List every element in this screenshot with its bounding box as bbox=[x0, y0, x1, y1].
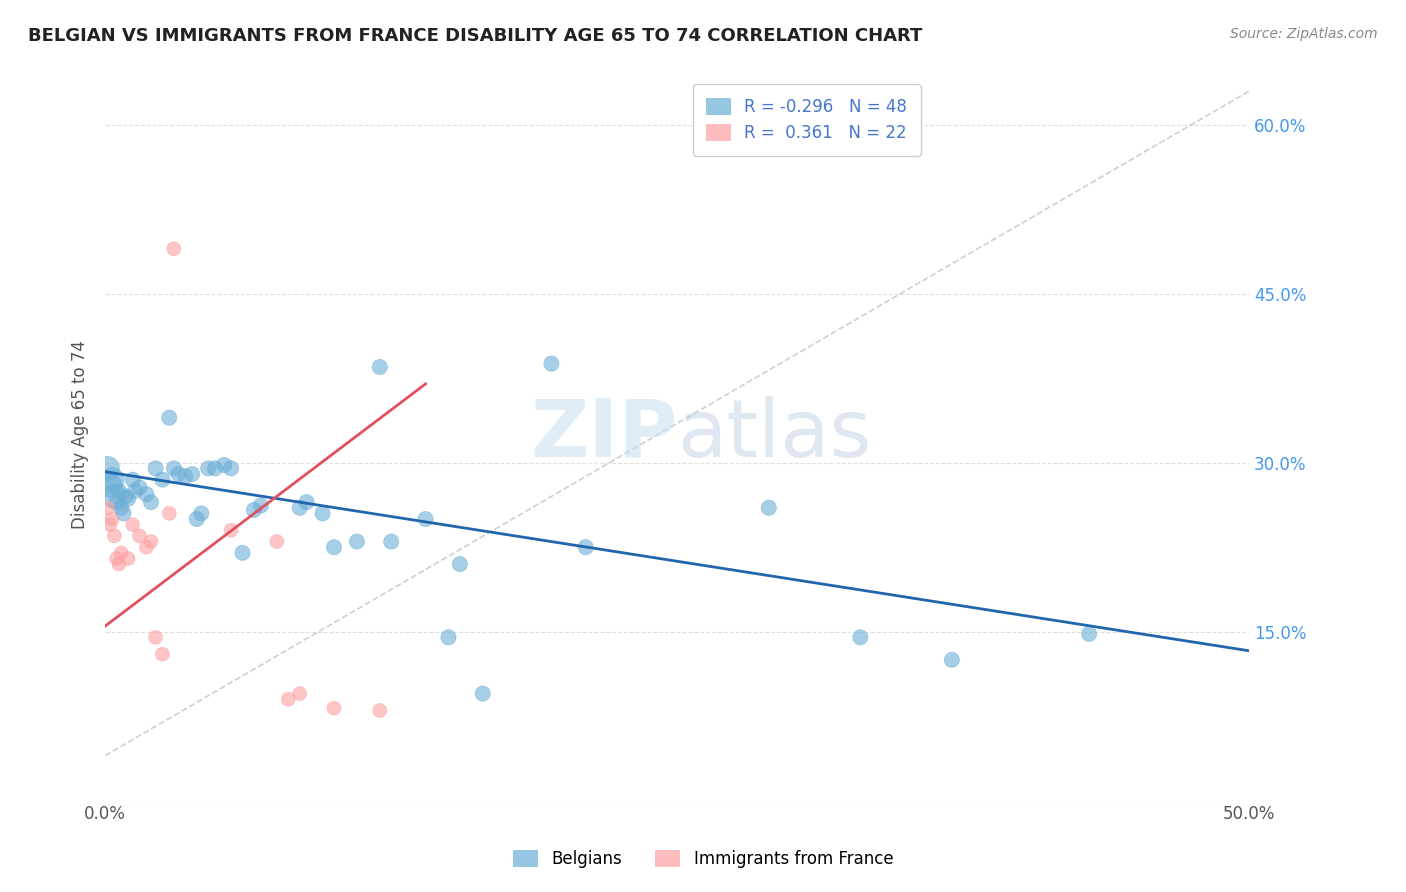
Point bbox=[231, 546, 253, 560]
Point bbox=[121, 473, 143, 487]
Point bbox=[167, 467, 190, 481]
Point bbox=[108, 557, 131, 571]
Point bbox=[204, 461, 226, 475]
Point bbox=[145, 461, 167, 475]
Point bbox=[1078, 627, 1101, 641]
Point bbox=[295, 495, 318, 509]
Point bbox=[311, 507, 333, 521]
Point bbox=[219, 461, 242, 475]
Point bbox=[135, 487, 157, 501]
Point bbox=[105, 551, 128, 566]
Point bbox=[471, 687, 494, 701]
Point bbox=[437, 630, 460, 644]
Point bbox=[941, 653, 963, 667]
Point bbox=[415, 512, 437, 526]
Point bbox=[163, 242, 186, 256]
Point bbox=[323, 701, 346, 715]
Point bbox=[575, 540, 598, 554]
Point bbox=[110, 546, 132, 560]
Point bbox=[249, 499, 271, 513]
Point bbox=[117, 551, 139, 566]
Point bbox=[288, 500, 311, 515]
Point bbox=[219, 524, 242, 538]
Point bbox=[288, 687, 311, 701]
Point bbox=[197, 461, 219, 475]
Legend: Belgians, Immigrants from France: Belgians, Immigrants from France bbox=[506, 843, 900, 875]
Point bbox=[117, 491, 139, 506]
Point bbox=[139, 534, 162, 549]
Point bbox=[128, 481, 150, 495]
Text: Source: ZipAtlas.com: Source: ZipAtlas.com bbox=[1230, 27, 1378, 41]
Point bbox=[190, 507, 212, 521]
Point bbox=[346, 534, 368, 549]
Point bbox=[449, 557, 471, 571]
Point bbox=[157, 410, 180, 425]
Point bbox=[135, 540, 157, 554]
Point bbox=[139, 495, 162, 509]
Point bbox=[103, 529, 125, 543]
Point bbox=[96, 461, 118, 475]
Point bbox=[849, 630, 872, 644]
Point bbox=[277, 692, 299, 706]
Point bbox=[181, 467, 204, 481]
Point bbox=[157, 507, 180, 521]
Point bbox=[110, 500, 132, 515]
Point bbox=[758, 500, 780, 515]
Point bbox=[266, 534, 288, 549]
Point bbox=[243, 503, 266, 517]
Point bbox=[368, 704, 391, 718]
Point bbox=[112, 507, 135, 521]
Point bbox=[128, 529, 150, 543]
Point bbox=[174, 469, 197, 483]
Point bbox=[108, 483, 131, 498]
Text: atlas: atlas bbox=[678, 395, 872, 474]
Point bbox=[96, 500, 118, 515]
Point bbox=[124, 483, 146, 498]
Point bbox=[186, 512, 208, 526]
Point bbox=[145, 630, 167, 644]
Point bbox=[105, 495, 128, 509]
Point bbox=[212, 458, 235, 472]
Point bbox=[121, 517, 143, 532]
Text: BELGIAN VS IMMIGRANTS FROM FRANCE DISABILITY AGE 65 TO 74 CORRELATION CHART: BELGIAN VS IMMIGRANTS FROM FRANCE DISABI… bbox=[28, 27, 922, 45]
Legend: R = -0.296   N = 48, R =  0.361   N = 22: R = -0.296 N = 48, R = 0.361 N = 22 bbox=[693, 84, 921, 155]
Y-axis label: Disability Age 65 to 74: Disability Age 65 to 74 bbox=[72, 340, 89, 529]
Point bbox=[163, 461, 186, 475]
Point bbox=[114, 490, 136, 504]
Point bbox=[98, 517, 121, 532]
Point bbox=[152, 473, 174, 487]
Point bbox=[98, 478, 121, 492]
Point bbox=[103, 490, 125, 504]
Point bbox=[540, 357, 562, 371]
Point bbox=[368, 359, 391, 374]
Point bbox=[101, 512, 124, 526]
Point bbox=[323, 540, 346, 554]
Point bbox=[380, 534, 402, 549]
Point bbox=[152, 647, 174, 661]
Text: ZIP: ZIP bbox=[530, 395, 678, 474]
Point bbox=[101, 473, 124, 487]
